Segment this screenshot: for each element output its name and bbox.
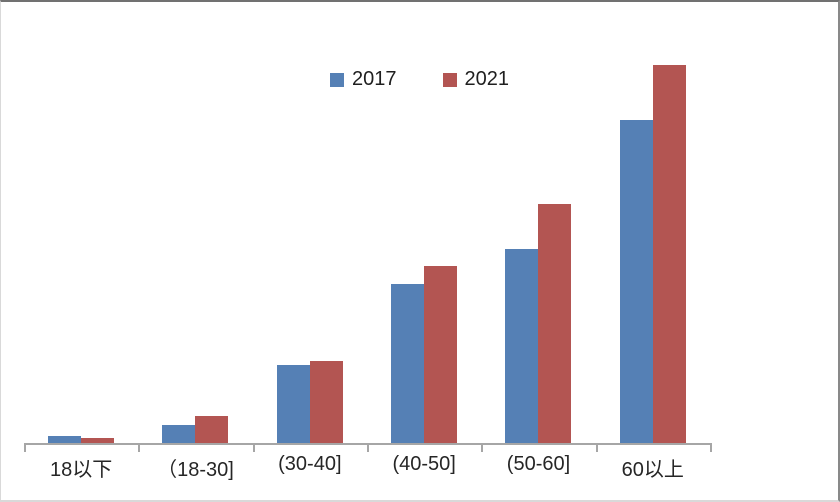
category-slot-5 (481, 27, 595, 444)
legend-swatch-2017 (330, 72, 344, 87)
x-axis-tick-0 (24, 443, 26, 452)
bar-2021-5 (538, 204, 572, 444)
x-axis-label-1: 18以下 (50, 459, 113, 481)
bar-2021-1 (81, 437, 115, 444)
bar-2017-5 (505, 249, 539, 444)
bar-2021-3 (309, 361, 343, 444)
x-axis-label-6: 60以上 (621, 459, 684, 481)
bar-2017-2 (162, 425, 196, 444)
category-slot-4 (367, 27, 481, 444)
x-axis-tick-3 (367, 443, 369, 452)
legend-label-2021: 2021 (464, 68, 510, 90)
bar-2021-4 (424, 265, 458, 444)
x-axis-tick-1 (138, 443, 140, 452)
x-axis-tick-4 (481, 443, 483, 452)
x-axis-line (24, 443, 712, 452)
category-slot-1 (24, 27, 138, 444)
plot-area (24, 27, 710, 444)
legend-label-2017: 2017 (352, 68, 397, 90)
bar-2017-4 (391, 284, 425, 444)
x-axis-label-2: （18-30] (157, 459, 234, 481)
x-axis-label-4: (40-50] (392, 453, 456, 475)
x-axis-tick-6 (710, 443, 712, 452)
chart-legend: 2017 2021 (1, 68, 838, 91)
bar-2021-6 (652, 64, 686, 444)
x-axis-tick-2 (253, 443, 255, 452)
bar-2017-1 (48, 436, 82, 444)
category-slot-6 (596, 27, 710, 444)
x-axis-label-5: (50-60] (506, 453, 571, 475)
x-axis-labels: 18以下 （18-30] (30-40] (40-50] (50-60] 60以上 (24, 453, 710, 482)
category-slot-2 (138, 27, 252, 444)
legend-swatch-2021 (442, 72, 457, 87)
bar-2017-3 (276, 365, 310, 444)
legend-item-2021: 2021 (442, 68, 510, 91)
bar-2021-2 (195, 415, 229, 444)
x-axis-label-3: (30-40] (278, 453, 342, 475)
x-axis-tick-5 (596, 443, 598, 452)
category-slot-3 (253, 27, 367, 444)
bar-2017-6 (619, 119, 653, 444)
legend-item-2017: 2017 (330, 68, 397, 91)
